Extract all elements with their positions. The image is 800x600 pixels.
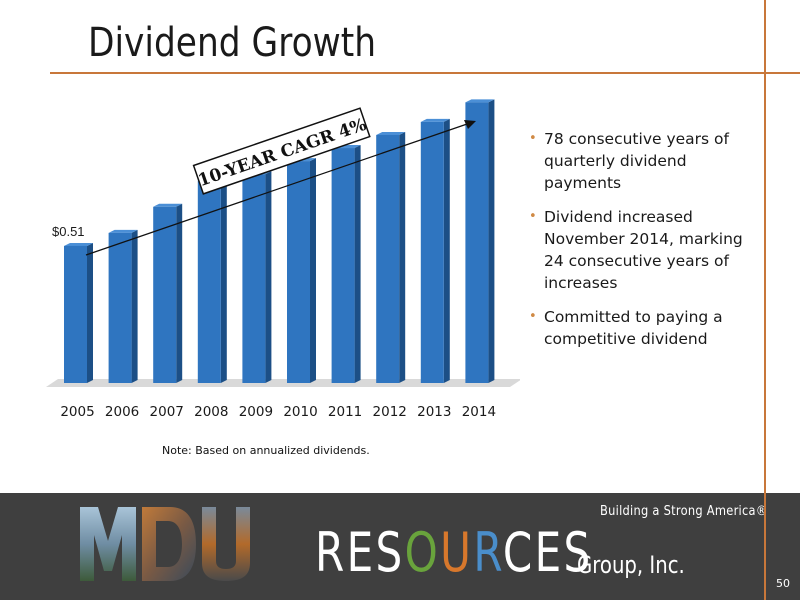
bar-top (465, 99, 495, 103)
bullet-dot-icon: • (529, 309, 537, 324)
trend-arrow-head (464, 120, 476, 129)
bullet-text: 78 consecutive years of quarterly divide… (544, 130, 729, 192)
bar (108, 232, 132, 383)
bar-top (64, 242, 93, 246)
data-label: $0.51 (52, 224, 85, 239)
bar-side (488, 99, 495, 383)
bar-top (420, 118, 450, 122)
bullet-text: Dividend increased November 2014, markin… (544, 208, 743, 292)
company-name-part: O (404, 521, 441, 584)
bar-top (153, 203, 183, 207)
dividend-bar-chart: 2005 2006 2007 2008 2009 2010 2011 2012 2013 2014… (46, 99, 520, 420)
company-name-part: RES (315, 521, 405, 584)
x-tick-label: 2011 (328, 404, 362, 420)
trend-arrow-line (85, 122, 471, 256)
page-number: 50 (776, 577, 790, 590)
bar-side (87, 242, 93, 383)
bar (331, 148, 355, 383)
cagr-box (192, 107, 371, 195)
right-divider (764, 0, 766, 493)
x-tick-label: 2013 (417, 404, 451, 420)
slide-title: Dividend Growth (88, 20, 377, 66)
company-name-part: R (473, 521, 503, 584)
bar (420, 121, 444, 383)
bullet-text: Committed to paying a competitive divide… (544, 308, 723, 348)
bar-side (354, 145, 361, 383)
bar-side (176, 203, 183, 383)
mdu-logo (80, 507, 250, 581)
bullet-dot-icon: • (529, 209, 537, 224)
bar-side (220, 177, 227, 383)
x-tick-label: 2010 (283, 404, 317, 420)
x-tick-label: 2007 (150, 404, 184, 420)
footer-tagline: Building a Strong America® (600, 504, 768, 519)
footer-banner: Building a Strong America® RESOURCES Gro… (0, 493, 800, 600)
x-tick-label: 2008 (194, 404, 228, 420)
bar-top (376, 131, 406, 135)
x-tick-label: 2014 (462, 404, 496, 420)
bar (64, 245, 87, 383)
bullet-item: • Dividend increased November 2014, marki… (527, 206, 752, 294)
footer-divider (764, 493, 766, 600)
bullet-item: • Committed to paying a competitive divid… (527, 306, 752, 350)
x-tick-label: 2012 (373, 404, 407, 420)
bullet-dot-icon: • (529, 131, 537, 146)
bar-top (108, 229, 138, 233)
bar-side (310, 158, 316, 383)
company-suffix: Group, Inc. (577, 551, 685, 579)
bar (287, 161, 310, 383)
bar-side (443, 118, 450, 383)
bar (197, 180, 221, 383)
bar-side (265, 171, 272, 383)
company-name-part: U (440, 521, 474, 584)
chart-note: Note: Based on annualized dividends. (162, 444, 370, 457)
title-divider (50, 72, 800, 74)
bullet-item: • 78 consecutive years of quarterly divid… (527, 128, 752, 194)
bar (465, 102, 489, 383)
bar-side (399, 131, 406, 383)
company-name: RESOURCES (315, 523, 593, 583)
bar-side (131, 229, 138, 383)
bar (242, 174, 266, 383)
bar (153, 206, 177, 383)
bar (376, 134, 400, 383)
company-name-part: CES (502, 521, 593, 584)
bullet-list: • 78 consecutive years of quarterly divid… (527, 128, 752, 362)
x-tick-label: 2009 (239, 404, 273, 420)
x-tick-label: 2006 (105, 404, 139, 420)
x-tick-label: 2005 (60, 404, 94, 420)
